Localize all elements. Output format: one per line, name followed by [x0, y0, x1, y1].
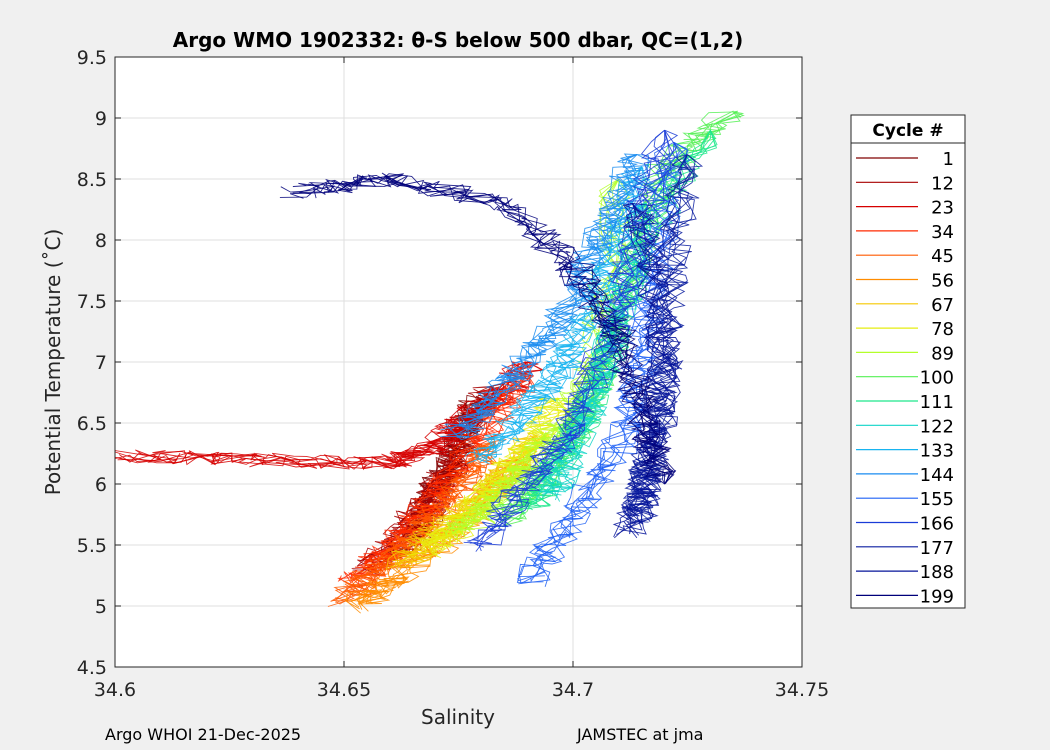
- profile-line-155: [516, 142, 677, 583]
- legend-item-78: 78: [856, 319, 954, 340]
- legend-item-188: 188: [856, 562, 954, 583]
- x-axis-label: Salinity: [421, 705, 495, 729]
- profile-line-199: [292, 174, 676, 485]
- legend-item-89: 89: [856, 343, 954, 364]
- profile-line-188: [613, 202, 677, 538]
- profile-line-144: [454, 154, 639, 438]
- profile-line-188: [612, 203, 676, 539]
- profile-line-133: [476, 166, 644, 456]
- legend-label: 56: [931, 271, 954, 292]
- profile-line-133: [476, 166, 650, 460]
- legend-item-56: 56: [856, 271, 954, 292]
- profile-line-45: [330, 441, 498, 602]
- x-tick-label: 34.75: [775, 679, 829, 701]
- legend-label: 45: [931, 246, 954, 267]
- y-tick-label: 5: [95, 596, 107, 618]
- profile-line-177: [622, 154, 695, 520]
- profile-line-133: [466, 166, 645, 464]
- x-tick-label: 34.7: [552, 679, 594, 701]
- legend-label: 12: [931, 173, 954, 194]
- legend-item-122: 122: [856, 416, 954, 437]
- legend-label: 100: [920, 368, 954, 389]
- series-166: [463, 129, 679, 552]
- y-tick-label: 7.5: [77, 291, 107, 313]
- x-tick-label: 34.65: [317, 679, 371, 701]
- profile-line-45: [334, 438, 507, 604]
- legend-label: 144: [920, 465, 954, 486]
- profile-line-133: [476, 166, 647, 465]
- legend-label: 23: [931, 198, 954, 219]
- footer-credit: JAMSTEC at jma: [577, 725, 704, 744]
- y-tick-label: 6: [95, 474, 107, 496]
- profile-line-177: [629, 154, 699, 523]
- legend-item-199: 199: [856, 586, 954, 607]
- legend-label: 155: [920, 489, 954, 510]
- y-axis-label: Potential Temperature (˚C): [41, 229, 65, 496]
- legend-item-1: 1: [856, 149, 954, 170]
- data-lines: [115, 110, 745, 614]
- legend-item-155: 155: [856, 489, 954, 510]
- y-tick-label: 7: [95, 352, 107, 374]
- legend-label: 89: [931, 343, 954, 364]
- y-tick-label: 5.5: [77, 535, 107, 557]
- y-tick-label: 4.5: [77, 657, 107, 679]
- legend-label: 34: [931, 222, 954, 243]
- profile-line-78: [419, 398, 568, 554]
- legend-label: 166: [920, 514, 954, 535]
- series-199: [279, 172, 677, 485]
- legend-item-45: 45: [856, 246, 954, 267]
- axis-ticks: 34.6 34.65 34.7 34.75 4.5 5 5.5 6 6.5 7 7.5 8 8.5 9 9.…: [77, 47, 829, 701]
- legend-item-100: 100: [856, 368, 954, 389]
- y-tick-label: 6.5: [77, 413, 107, 435]
- y-tick-label: 9.5: [77, 47, 107, 69]
- legend-item-133: 133: [856, 441, 954, 462]
- legend-label: 133: [920, 441, 954, 462]
- x-tick-label: 34.6: [94, 679, 136, 701]
- profile-line-23: [135, 361, 528, 470]
- y-tick-label: 8.5: [77, 169, 107, 191]
- y-tick-label: 8: [95, 230, 107, 252]
- legend-item-34: 34: [856, 222, 954, 243]
- profile-line-199: [312, 177, 677, 485]
- legend-label: 122: [920, 416, 954, 437]
- profile-line-199: [299, 173, 671, 485]
- legend-label: 188: [920, 562, 954, 583]
- profile-line-166: [466, 129, 678, 548]
- legend-label: 67: [931, 295, 954, 316]
- legend-label: 1: [943, 149, 954, 170]
- legend-title: Cycle #: [872, 121, 943, 141]
- legend-item-166: 166: [856, 514, 954, 535]
- legend-item-67: 67: [856, 295, 954, 316]
- profile-line-199: [279, 174, 674, 485]
- legend-item-23: 23: [856, 198, 954, 219]
- profile-line-166: [475, 129, 679, 547]
- legend-item-12: 12: [856, 173, 954, 194]
- legend-label: 199: [920, 586, 954, 607]
- legend-label: 111: [920, 392, 954, 413]
- legend-label: 177: [920, 538, 954, 559]
- legend-item-111: 111: [856, 392, 954, 413]
- legend-item-144: 144: [856, 465, 954, 486]
- profile-line-122: [554, 203, 653, 501]
- profile-line-23: [117, 361, 530, 468]
- legend-box: [850, 114, 966, 609]
- legend-label: 78: [931, 319, 954, 340]
- legend: Cycle # 1 12 23 34 45 56 67 78 89 100 111 122 133 144…: [850, 114, 966, 609]
- legend-item-177: 177: [856, 538, 954, 559]
- profile-line-177: [622, 154, 695, 521]
- y-tick-label: 9: [95, 108, 107, 130]
- footer-source: Argo WHOI 21-Dec-2025: [105, 725, 302, 744]
- chart-title: Argo WMO 1902332: θ-S below 500 dbar, QC…: [173, 28, 743, 52]
